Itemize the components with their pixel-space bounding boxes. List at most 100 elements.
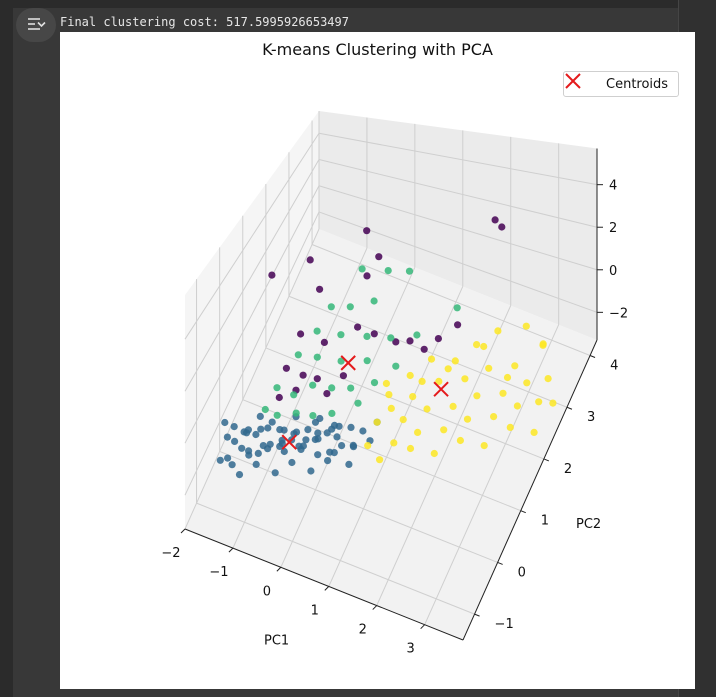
- cluster-1-point: [224, 454, 232, 462]
- cluster-2-point: [337, 357, 345, 365]
- cluster-1-point: [268, 418, 276, 426]
- cluster-0-point: [297, 330, 305, 338]
- cluster-3-point: [399, 416, 407, 424]
- y-tick-mark: [589, 355, 596, 358]
- cluster-3-point: [506, 423, 514, 431]
- cluster-2-point: [384, 267, 392, 275]
- y-axis-line: [462, 339, 598, 641]
- cluster-3-point: [423, 405, 431, 413]
- cluster-3-point: [522, 322, 530, 330]
- chart-figure: −2 −1 0 1 2 3 −1 0 1 2 3 4 −2 0 2 4 PC1 PC2 K-means Clu…: [60, 32, 695, 689]
- gridlines: [184, 111, 598, 625]
- centroid-marker: [340, 355, 356, 371]
- gridline-x-floor: [232, 247, 368, 549]
- cluster-1-point: [223, 433, 231, 441]
- cluster-0-point: [498, 223, 506, 231]
- y-tick-label: 4: [610, 359, 618, 374]
- cluster-1-point: [216, 456, 224, 464]
- y-tick-label: 1: [541, 514, 549, 529]
- y-tick-label: 2: [564, 462, 572, 477]
- cluster-2-point: [370, 379, 379, 387]
- cluster-3-point: [473, 392, 481, 400]
- cluster-0-point: [370, 330, 378, 338]
- gridline-y-floor: [242, 399, 521, 512]
- cell-top-border: [13, 0, 716, 8]
- y-tick-mark: [520, 510, 526, 514]
- x-tick-mark: [228, 547, 234, 553]
- cluster-2-point: [337, 331, 345, 339]
- chart-title: K-means Clustering with PCA: [262, 40, 493, 59]
- x-tick-label: −1: [209, 565, 228, 580]
- cluster-3-point: [549, 399, 557, 407]
- cluster-2-point: [313, 327, 321, 335]
- cluster-3-point: [480, 342, 488, 351]
- gridline-z-back: [318, 159, 598, 228]
- cluster-3-point: [535, 398, 543, 406]
- cluster-3-point: [440, 426, 448, 434]
- cluster-2-point: [313, 353, 321, 361]
- cluster-1-point: [292, 428, 301, 436]
- cluster-3-point: [373, 418, 381, 426]
- cluster-1-point: [304, 426, 312, 434]
- cluster-2-point: [294, 351, 302, 359]
- x-tick-mark: [324, 586, 330, 591]
- cluster-2-point: [370, 297, 378, 305]
- cluster-0-point: [363, 227, 371, 235]
- gridline-y-floor: [288, 295, 568, 408]
- cluster-1-point: [256, 412, 264, 420]
- cluster-3-point: [414, 428, 422, 436]
- cluster-1-point: [245, 447, 253, 455]
- back-wall-pane: [319, 111, 597, 340]
- gridline-y-floor: [311, 244, 591, 356]
- cluster-0-point: [454, 321, 462, 329]
- cluster-3-point: [539, 341, 547, 349]
- cluster-1-point: [333, 433, 341, 441]
- y-tick-label: −1: [495, 617, 514, 632]
- cluster-2-point: [328, 409, 336, 417]
- cluster-1-point: [230, 423, 238, 431]
- cluster-1-point: [324, 457, 332, 465]
- cluster-3-point: [418, 377, 426, 385]
- axis-lines: [184, 148, 598, 641]
- gridline-y-floor: [219, 450, 498, 563]
- floor-pane: [185, 229, 597, 640]
- cluster-0-point: [282, 364, 290, 372]
- gridline-z-back: [318, 132, 598, 186]
- y-tick-mark: [543, 458, 550, 462]
- cluster-1-point: [288, 458, 296, 467]
- cluster-0-point: [316, 285, 324, 293]
- cluster-1-point: [347, 423, 355, 431]
- y-tick-mark: [474, 613, 480, 617]
- cluster-2-point: [347, 384, 355, 392]
- cluster-0-point: [375, 253, 383, 261]
- cluster-1-point: [264, 424, 272, 432]
- gridline-x-floor: [280, 267, 416, 568]
- cluster-3-point: [463, 415, 472, 423]
- cluster-3-point: [382, 379, 390, 388]
- cluster-3-point: [390, 439, 398, 447]
- gridline-y-floor: [196, 502, 475, 615]
- cluster-1-point: [349, 441, 357, 449]
- cluster-0-point: [275, 393, 283, 402]
- cluster-3-point: [364, 442, 372, 450]
- cluster-1-point: [307, 467, 315, 475]
- x-tick-label: 0: [263, 584, 271, 599]
- output-toggle-button[interactable]: [16, 8, 56, 42]
- gridline-z-back: [318, 185, 598, 271]
- cluster-1-point: [280, 447, 288, 456]
- cluster-1-point: [280, 426, 288, 434]
- legend: Centroids: [563, 71, 679, 97]
- cluster-1-point: [278, 439, 286, 448]
- cluster-3-point: [461, 375, 469, 383]
- cluster-3-point: [523, 379, 531, 387]
- cluster-3-point: [544, 375, 552, 383]
- cluster-3-point: [427, 355, 436, 363]
- cluster-1-point: [314, 435, 322, 443]
- x-axis-label: PC1: [264, 634, 289, 649]
- notebook-gutter: [0, 0, 13, 697]
- cluster-2-point: [405, 267, 414, 275]
- cluster-1-point: [238, 444, 246, 452]
- cluster-2-point: [387, 334, 395, 342]
- legend-label-centroids: Centroids: [606, 76, 669, 92]
- cluster-3-point: [490, 413, 498, 421]
